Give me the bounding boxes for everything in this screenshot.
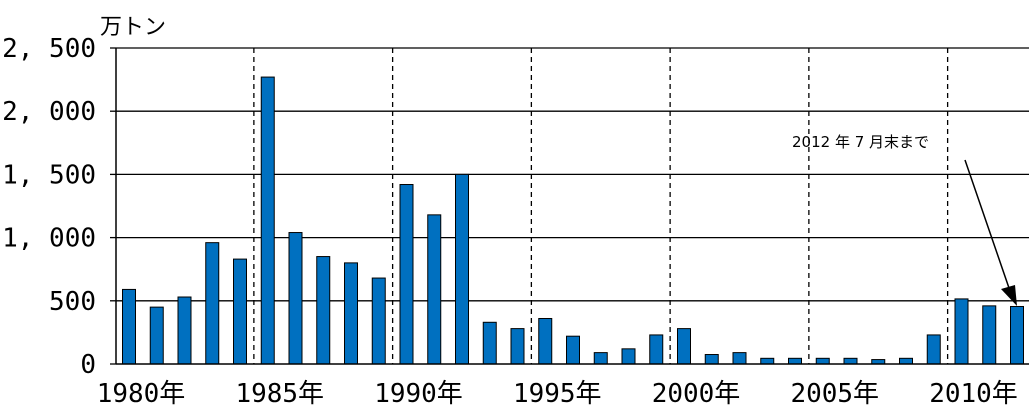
x-tick-label: 2000年 <box>652 379 741 409</box>
annotation-text: 2012 年 7 月末まで <box>792 133 929 151</box>
bar <box>982 305 997 365</box>
gridlines <box>116 47 1029 302</box>
bar <box>260 76 275 365</box>
y-axis-label: 万トン <box>100 15 166 40</box>
bar <box>899 357 913 365</box>
bar <box>482 321 497 365</box>
bar <box>177 296 192 365</box>
x-tick-label: 1995年 <box>513 379 602 409</box>
axes <box>110 47 1029 365</box>
y-tick-labels: 0 500 1, 000 1, 500 2, 000 2, 500 <box>2 34 96 380</box>
y-tick-label: 2, 500 <box>2 34 96 64</box>
bar <box>566 335 580 365</box>
bar <box>427 214 442 365</box>
bar <box>344 262 358 365</box>
bar <box>760 357 775 365</box>
y-tick-label: 0 <box>80 350 96 380</box>
bar <box>843 357 858 365</box>
bar <box>704 354 719 365</box>
y-tick-label: 1, 500 <box>2 160 96 190</box>
bar <box>649 334 664 365</box>
x-tick-label: 2010年 <box>929 379 1018 409</box>
bar <box>455 173 469 365</box>
bars <box>122 76 1024 365</box>
annotation-arrow-line <box>964 159 1010 289</box>
bar <box>149 306 164 365</box>
dashed-year-dividers <box>253 48 949 364</box>
bar <box>510 328 525 365</box>
bar <box>288 232 303 365</box>
x-tick-label: 1990年 <box>374 379 463 409</box>
x-tick-label: 2005年 <box>790 379 879 409</box>
bar <box>122 288 136 365</box>
bar <box>954 298 969 365</box>
bar <box>371 277 386 365</box>
y-tick-label: 2, 000 <box>2 97 96 127</box>
bar <box>677 328 691 365</box>
bar <box>788 357 802 365</box>
bar <box>621 348 636 365</box>
bar <box>1010 305 1024 365</box>
x-tick-label: 1985年 <box>235 379 324 409</box>
bar <box>538 317 553 365</box>
annotation-arrow-head <box>1001 285 1017 306</box>
x-tick-label: 1980年 <box>97 379 186 409</box>
y-tick-label: 1, 000 <box>2 224 96 254</box>
bar <box>316 256 331 365</box>
y-tick-label: 500 <box>49 287 96 317</box>
bar <box>593 352 608 365</box>
bar <box>926 334 941 365</box>
x-tick-labels: 1980年 1985年 1990年 1995年 2000年 2005年 2010年 <box>97 379 1018 409</box>
bar <box>732 352 747 365</box>
bar <box>399 184 414 365</box>
bar <box>815 357 830 365</box>
bar <box>205 242 220 365</box>
bar <box>233 258 247 365</box>
annotation: 2012 年 7 月末まで <box>792 133 1017 306</box>
